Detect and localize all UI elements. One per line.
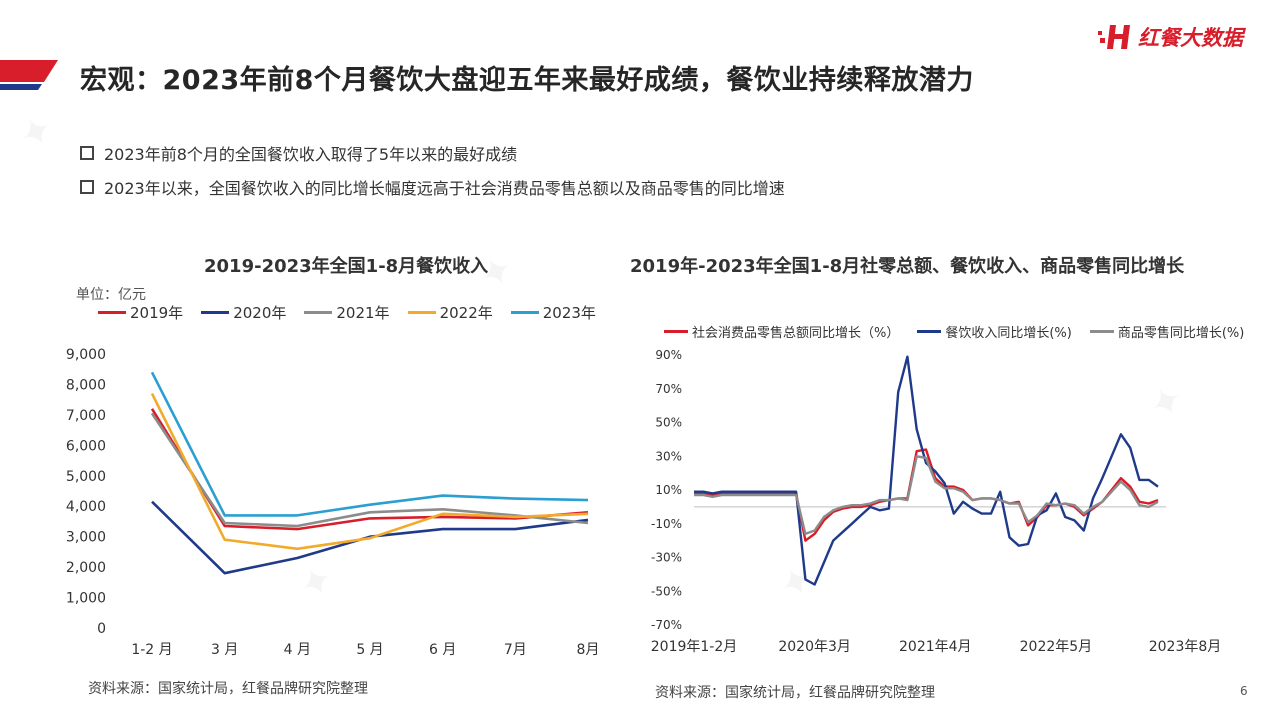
bullet-text: 2023年前8个月的全国餐饮收入取得了5年以来的最好成绩 (104, 145, 518, 164)
left-series-line (150, 408, 589, 531)
right-x-tick-label: 2021年4月 (899, 639, 972, 655)
right-series-line (694, 448, 1159, 542)
right-chart-source: 资料来源：国家统计局，红餐品牌研究院整理 (655, 685, 935, 701)
left-chart-legend: 2019年 2020年 2021年 2022年 2023年 (98, 302, 614, 323)
left-y-tick-label: 1,000 (66, 591, 106, 607)
left-y-tick-label: 9,000 (66, 347, 106, 363)
right-series-line (694, 455, 1159, 536)
bullet-list: 2023年前8个月的全国餐饮收入取得了5年以来的最好成绩 2023年以来，全国餐… (80, 136, 785, 204)
left-x-tick-label: 8月 (577, 642, 600, 658)
left-series-line (150, 412, 589, 528)
bullet-text: 2023年以来，全国餐饮收入的同比增长幅度远高于社会消费品零售总额以及商品零售的… (104, 179, 785, 198)
left-y-tick-label: 2,000 (66, 560, 106, 576)
right-x-tick-label: 2023年8月 (1149, 639, 1222, 655)
left-x-tick-label: 7月 (504, 642, 527, 658)
left-x-tick-label: 3 月 (211, 642, 238, 658)
left-y-tick-label: 5,000 (66, 469, 106, 485)
left-chart-unit: 单位：亿元 (76, 287, 146, 303)
left-y-tick-label: 3,000 (66, 530, 106, 546)
page-title: 宏观：2023年前8个月餐饮大盘迎五年来最好成绩，餐饮业持续释放潜力 (80, 65, 974, 96)
checkbox-square-icon (80, 180, 94, 194)
left-series-line (151, 500, 589, 575)
left-series-line (150, 393, 589, 551)
legend-item-2019: 2019年 (98, 302, 183, 323)
bullet-item: 2023年以来，全国餐饮收入的同比增长幅度远高于社会消费品零售总额以及商品零售的… (80, 170, 785, 204)
right-y-tick-label: 70% (655, 382, 682, 396)
legend-item-2023: 2023年 (510, 302, 596, 323)
legend-item-2021: 2021年 (304, 302, 390, 323)
right-chart-legend: 社会消费品零售总额同比增长（%） 餐饮收入同比增长(%) 商品零售同比增长(%) (664, 322, 1262, 341)
left-x-tick-label: 1-2 月 (131, 642, 172, 658)
left-x-tick-label: 4 月 (284, 642, 311, 658)
brand-name: 红餐大数据 (1138, 26, 1243, 50)
right-y-tick-label: 50% (655, 416, 682, 430)
left-chart-source: 资料来源：国家统计局，红餐品牌研究院整理 (88, 681, 368, 697)
left-x-tick-label: 6 月 (429, 642, 456, 658)
left-x-tick-label: 5 月 (356, 642, 383, 658)
left-y-tick-label: 4,000 (66, 499, 106, 515)
right-series-line (694, 355, 1159, 586)
legend-item-2022: 2022年 (407, 302, 493, 323)
legend-item-goods: 商品零售同比增长(%) (1089, 322, 1244, 341)
right-y-tick-label: -70% (651, 618, 682, 632)
title-accent-stripe (0, 60, 58, 90)
right-x-tick-label: 2022年5月 (1020, 639, 1093, 655)
left-y-tick-label: 6,000 (66, 438, 106, 454)
right-y-tick-label: 30% (655, 449, 682, 463)
checkbox-square-icon (80, 146, 94, 160)
left-chart-title: 2019-2023年全国1-8月餐饮收入 (204, 256, 489, 277)
right-chart-title: 2019年-2023年全国1-8月社零总额、餐饮收入、商品零售同比增长 (630, 256, 1185, 277)
right-y-tick-label: 10% (655, 483, 682, 497)
left-series-line (150, 371, 589, 517)
left-y-tick-label: 7,000 (66, 408, 106, 424)
right-x-tick-label: 2020年3月 (778, 639, 851, 655)
page-number: 6 (1240, 684, 1248, 698)
right-y-tick-label: -30% (651, 551, 682, 565)
legend-item-catering: 餐饮收入同比增长(%) (917, 322, 1072, 341)
brand-logo: 红餐大数据 (1098, 22, 1243, 52)
legend-item-2020: 2020年 (201, 302, 286, 323)
right-x-tick-label: 2019年1-2月 (651, 639, 738, 655)
right-y-tick-label: -50% (651, 584, 682, 598)
left-y-tick-label: 8,000 (66, 377, 106, 393)
right-y-tick-label: 90% (655, 348, 682, 362)
left-y-tick-label: 0 (97, 621, 106, 637)
legend-item-retail-total: 社会消费品零售总额同比增长（%） (664, 322, 899, 341)
brand-logo-icon (1098, 25, 1130, 49)
right-y-tick-label: -10% (651, 517, 682, 531)
bullet-item: 2023年前8个月的全国餐饮收入取得了5年以来的最好成绩 (80, 136, 785, 170)
